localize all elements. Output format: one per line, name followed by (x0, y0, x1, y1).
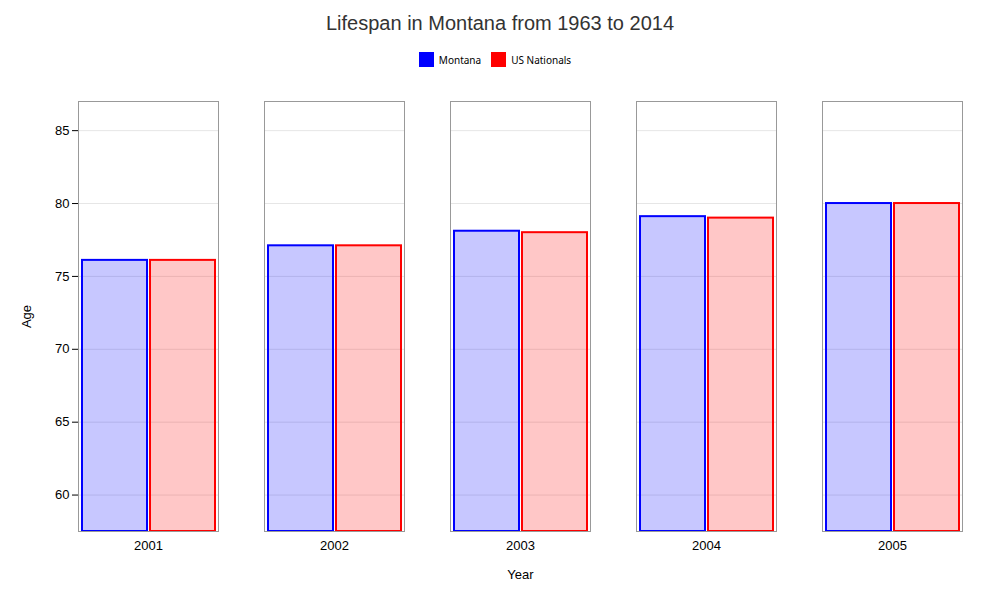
svg-text:75: 75 (55, 269, 69, 284)
svg-text:65: 65 (55, 414, 69, 429)
svg-text:Age: Age (19, 305, 34, 328)
svg-text:85: 85 (55, 123, 69, 138)
html-text:Lifespan in Montana from 1963: Lifespan in Montana from 1963 to 2014 (326, 12, 674, 34)
svg-text:2003: 2003 (506, 538, 535, 553)
html-text:Montana: Montana (438, 52, 482, 67)
svg-text:2002: 2002 (320, 538, 349, 553)
svg-text:2005: 2005 (878, 538, 907, 553)
svg-text:2001: 2001 (134, 538, 163, 553)
svg-text:70: 70 (55, 341, 69, 356)
svg-text:Year: Year (507, 567, 534, 582)
svg-text:2004: 2004 (692, 538, 721, 553)
svg-text:60: 60 (55, 487, 69, 502)
html-text:US Nationals: US Nationals (511, 52, 572, 67)
svg-text:80: 80 (55, 196, 69, 211)
